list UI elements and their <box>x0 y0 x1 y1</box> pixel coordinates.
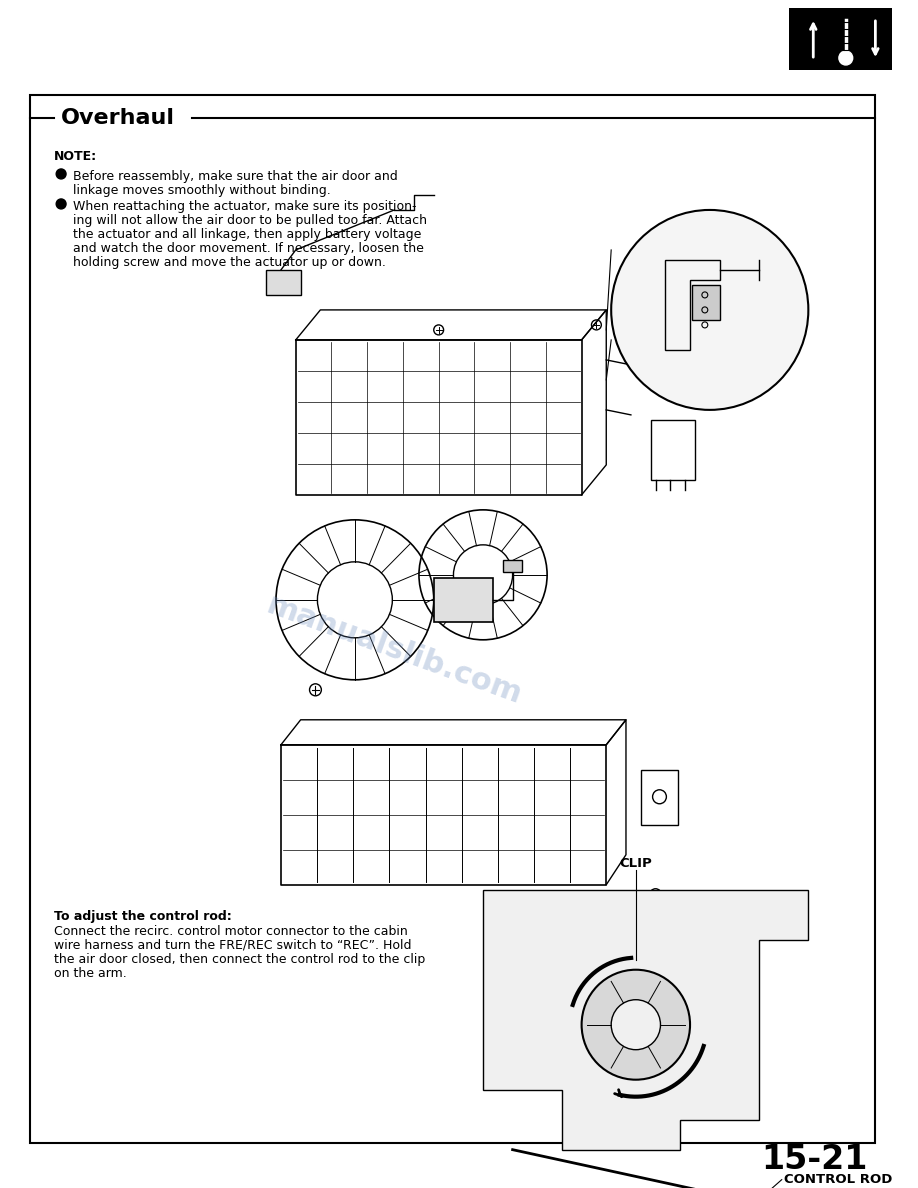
Circle shape <box>56 198 66 209</box>
Text: linkage moves smoothly without binding.: linkage moves smoothly without binding. <box>73 184 330 197</box>
Polygon shape <box>483 890 809 1150</box>
Text: To adjust the control rod:: To adjust the control rod: <box>54 910 232 923</box>
Text: the air door closed, then connect the control rod to the clip: the air door closed, then connect the co… <box>54 953 425 966</box>
Text: Before reassembly, make sure that the air door and: Before reassembly, make sure that the ai… <box>73 170 397 183</box>
Text: ing will not allow the air door to be pulled too far. Attach: ing will not allow the air door to be pu… <box>73 214 427 227</box>
Text: on the arm.: on the arm. <box>54 967 127 980</box>
Circle shape <box>582 969 690 1080</box>
Text: 15-21: 15-21 <box>761 1143 868 1176</box>
Bar <box>641 770 678 824</box>
Bar <box>29 95 876 1143</box>
Text: Overhaul: Overhaul <box>62 108 175 128</box>
Text: Connect the recirc. control motor connector to the cabin: Connect the recirc. control motor connec… <box>54 924 408 937</box>
FancyBboxPatch shape <box>789 8 892 70</box>
Bar <box>651 419 695 480</box>
Text: When reattaching the actuator, make sure its position-: When reattaching the actuator, make sure… <box>73 200 417 213</box>
Text: manualslib.com: manualslib.com <box>263 590 526 709</box>
Circle shape <box>611 210 809 410</box>
Text: NOTE:: NOTE: <box>54 150 97 163</box>
Text: wire harness and turn the FRE/REC switch to “REC”. Hold: wire harness and turn the FRE/REC switch… <box>54 939 411 952</box>
Bar <box>692 285 720 320</box>
Circle shape <box>839 51 853 65</box>
Circle shape <box>56 169 66 179</box>
Text: and watch the door movement. If necessary, loosen the: and watch the door movement. If necessar… <box>73 242 424 255</box>
Text: the actuator and all linkage, then apply battery voltage: the actuator and all linkage, then apply… <box>73 228 421 241</box>
Bar <box>266 270 301 295</box>
Bar <box>433 577 493 621</box>
Text: holding screw and move the actuator up or down.: holding screw and move the actuator up o… <box>73 255 386 268</box>
Text: CLIP: CLIP <box>620 857 652 870</box>
Text: CONTROL ROD: CONTROL ROD <box>784 1174 892 1186</box>
Circle shape <box>611 1000 660 1050</box>
Bar <box>503 560 522 571</box>
